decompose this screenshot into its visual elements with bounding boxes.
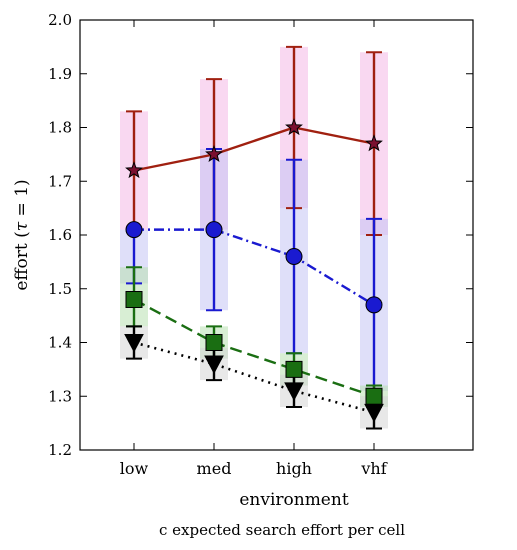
y-tick-label: 1.8	[48, 119, 72, 137]
data-point	[284, 382, 304, 401]
y-tick-label: 1.9	[48, 65, 72, 83]
data-point	[285, 118, 303, 136]
data-point	[285, 360, 303, 378]
data-point	[364, 403, 384, 423]
series-line	[133, 126, 375, 172]
x-tick-label: high	[276, 459, 312, 478]
error-bands	[120, 46, 388, 429]
data-point	[365, 296, 383, 314]
y-axis-label-main: effort (	[12, 231, 32, 290]
y-tick-label: 2.0	[48, 11, 72, 29]
axis-ticks: 1.2 1.3 1.4 1.5 1.6 1.7 1.8 1.9 2.0 low med high vhf	[48, 11, 473, 478]
data-point	[125, 291, 143, 308]
series-lines	[133, 126, 375, 414]
data-point	[204, 355, 224, 375]
error-bars	[126, 45, 382, 430]
y-tick-label: 1.3	[48, 387, 72, 405]
data-point	[205, 334, 223, 351]
x-tick-label: low	[120, 459, 149, 478]
x-tick-label: vhf	[360, 459, 387, 478]
figure-caption: c expected search effort per cell	[159, 521, 405, 539]
x-tick-label: med	[197, 459, 232, 478]
y-tick-label: 1.2	[48, 441, 72, 459]
y-tick-label: 1.6	[48, 226, 72, 244]
series-line	[133, 341, 375, 414]
data-point	[365, 387, 383, 405]
x-axis-label: environment	[239, 490, 348, 510]
y-axis-label-rest: = 1)	[12, 179, 32, 222]
data-point	[365, 134, 383, 152]
series-line	[133, 298, 375, 398]
series-line	[134, 228, 375, 306]
data-point	[125, 161, 143, 179]
y-axis-label: effort (τ = 1)	[12, 179, 32, 290]
series-markers	[124, 118, 384, 423]
data-point	[125, 221, 143, 239]
y-tick-label: 1.5	[48, 280, 72, 298]
data-point	[205, 221, 223, 239]
data-point	[205, 144, 223, 162]
y-tick-label: 1.4	[48, 334, 72, 352]
data-point	[285, 248, 303, 265]
y-axis-label-tau: τ	[12, 221, 32, 231]
data-point	[124, 334, 144, 353]
y-tick-label: 1.7	[48, 172, 72, 190]
